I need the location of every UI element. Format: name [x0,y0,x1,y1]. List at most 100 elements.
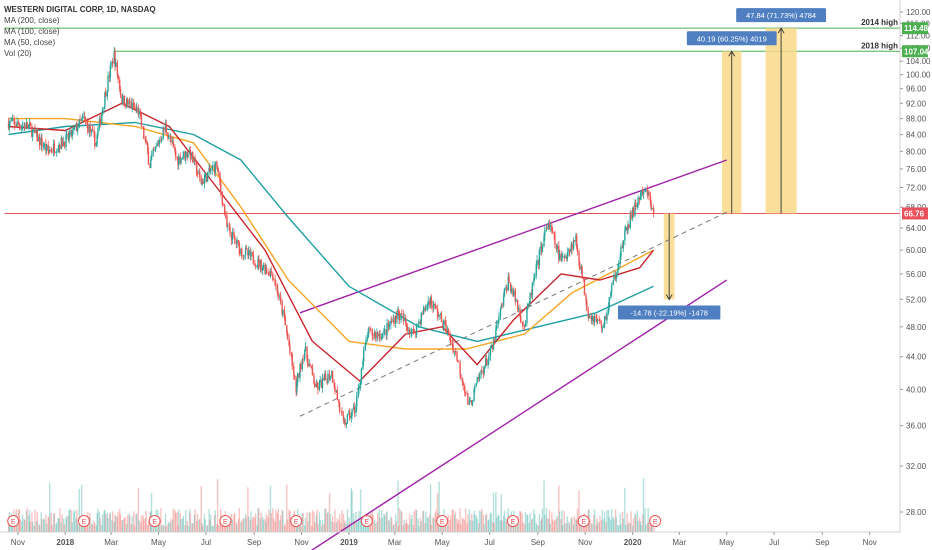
volume-bar [91,524,94,532]
candle-body [398,312,401,321]
candle-body [620,246,622,257]
candle-body [53,143,56,153]
annotation-labels: 107.04 2018 high 114.48 2014 high 66.76 40.19… [617,8,929,320]
candle-body [393,318,395,325]
candle-body [400,313,402,321]
candle-body [93,130,95,134]
candle-body [384,329,386,331]
candle-body [176,156,178,159]
candle-body [14,121,16,126]
volume-bar [452,510,454,532]
volume-bar [568,523,571,532]
volume-bar [315,514,318,532]
volume-bar [464,508,467,532]
volume-bar [649,521,652,532]
candle-body [43,143,46,147]
candle-body [133,107,136,108]
x-tick-label: May [435,538,450,547]
price-tag-label: 114.48 [904,24,929,33]
volume-bar [311,510,314,532]
candle-body [24,125,26,129]
volume-bar [398,525,400,532]
candle-body [447,329,450,334]
candle-body [586,300,588,311]
candle-body [437,316,440,317]
volume-bar [626,513,628,532]
volume-bar [519,511,521,532]
candle-body [209,170,212,172]
candle-body [634,202,636,216]
volume-bar [614,509,617,532]
volume-bar [227,525,229,532]
candle-body [317,386,319,390]
candle-body [506,287,508,291]
volume-bar [108,513,111,532]
volume-bar [304,517,307,532]
candle-body [152,150,154,156]
volume-bar [73,510,76,532]
volume-bar [596,518,598,532]
candle-body [413,330,415,334]
volume-bar [111,520,113,532]
candle-body [182,151,185,158]
candle-body [84,118,87,122]
candle-body [48,150,50,152]
candle-body [492,347,494,350]
candle-body [184,151,186,159]
volume-bar [107,517,109,532]
candle-body [34,128,36,134]
candle-body [254,263,256,266]
candle-body [565,256,568,259]
volume-bar [610,508,613,532]
candle-body [231,232,234,241]
volume-bar [16,521,18,532]
candle-body [160,138,163,141]
candle-body [406,325,408,332]
volume-bar [646,523,649,532]
volume-bar [374,523,377,532]
volume-bar [288,509,290,532]
candle-body [242,255,244,257]
candle-body [158,140,161,145]
earnings-marker-label: E [294,519,299,526]
candle-body [272,273,274,280]
candle-body [38,136,40,142]
volume-bar [571,517,573,532]
volume-bar [262,519,265,532]
volume-bar [598,522,600,532]
earnings-marker [7,515,20,527]
candle-body [358,385,360,389]
candle-body [33,128,35,130]
candle-body [288,338,290,346]
candle-body [83,115,85,117]
candle-body [381,333,384,339]
candle-body [600,323,603,329]
candle-body [483,366,485,374]
y-tick-label: 56.00 [906,270,927,279]
candle-body [442,321,444,329]
candle-body [126,98,129,105]
volume-bar [185,510,187,532]
candle-body [545,227,548,231]
ma-line-50 [8,102,655,382]
candle-body [366,336,369,340]
candle-body [249,250,251,257]
candle-body [422,307,425,315]
candle-body [476,377,478,384]
volume-bar [160,508,162,532]
volume-bar [47,517,49,532]
volume-bar [489,512,492,532]
candle-body [419,321,422,324]
candle-body [306,346,308,358]
volume-bar [438,481,440,532]
candle-body [464,385,466,393]
candle-body [221,192,223,204]
candle-body [629,214,632,228]
candle-body [501,304,503,306]
candle-body [143,127,145,139]
volume-bar [268,509,270,532]
volume-bar [405,519,408,532]
candle-body [236,240,238,245]
candle-body [390,320,392,325]
